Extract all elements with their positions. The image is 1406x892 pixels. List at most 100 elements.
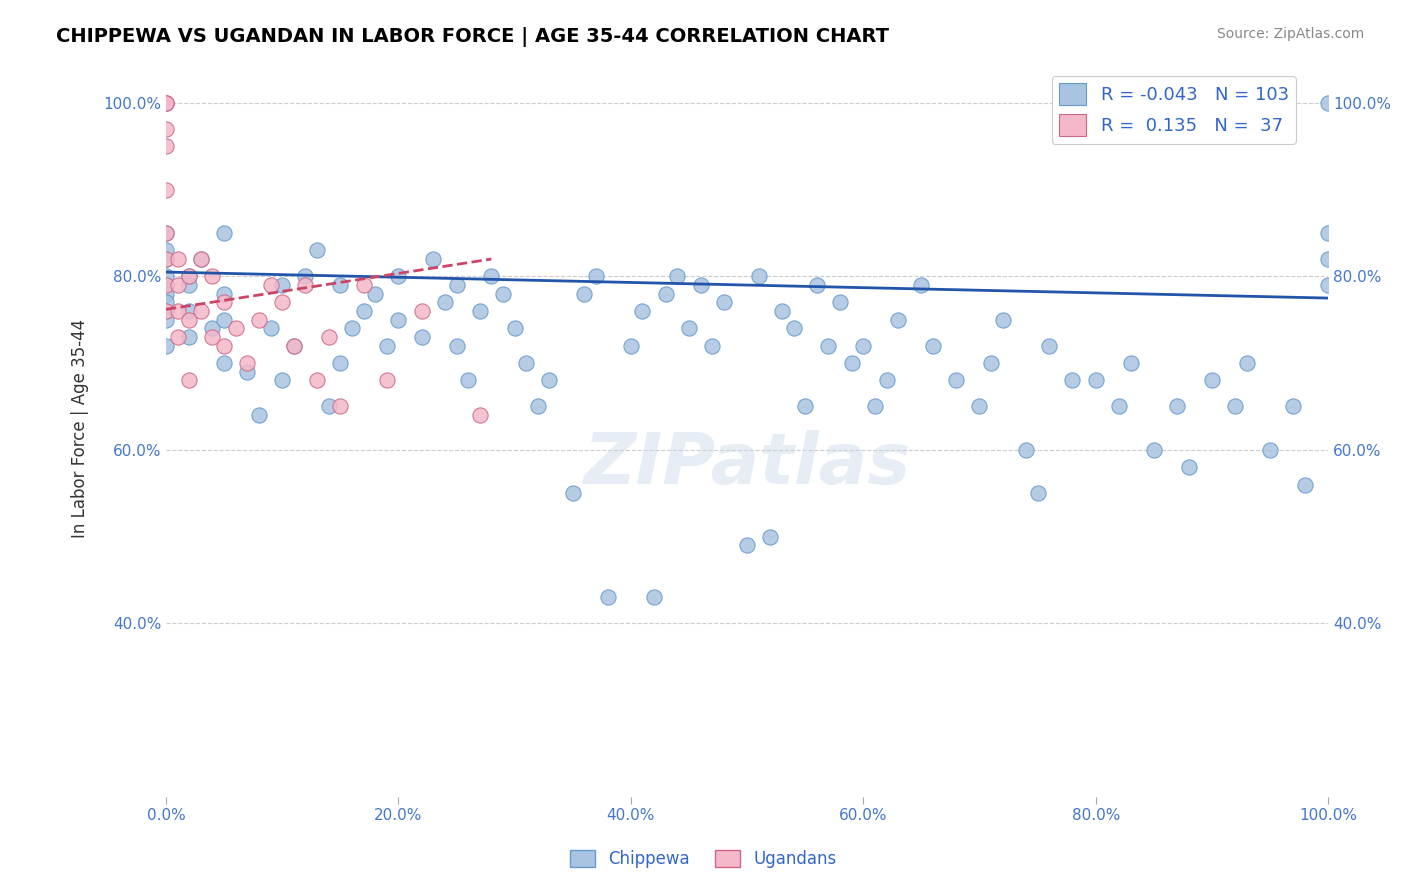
- Ugandans: [166, 252, 188, 266]
- Ugandans: [201, 269, 224, 284]
- Chippewa: [503, 321, 526, 335]
- Ugandans: [155, 226, 177, 240]
- Chippewa: [190, 252, 212, 266]
- Chippewa: [1119, 356, 1142, 370]
- Chippewa: [991, 312, 1014, 326]
- Chippewa: [283, 339, 305, 353]
- Chippewa: [155, 339, 177, 353]
- Ugandans: [179, 312, 201, 326]
- Text: ZIPatlas: ZIPatlas: [583, 431, 911, 500]
- Chippewa: [1223, 400, 1246, 414]
- Chippewa: [980, 356, 1002, 370]
- Chippewa: [561, 486, 583, 500]
- Chippewa: [1108, 400, 1130, 414]
- Ugandans: [271, 295, 294, 310]
- Chippewa: [969, 400, 991, 414]
- Chippewa: [479, 269, 502, 284]
- Chippewa: [212, 356, 235, 370]
- Chippewa: [294, 269, 316, 284]
- Chippewa: [212, 312, 235, 326]
- Ugandans: [247, 312, 270, 326]
- Y-axis label: In Labor Force | Age 35-44: In Labor Force | Age 35-44: [72, 318, 89, 538]
- Ugandans: [353, 278, 375, 293]
- Chippewa: [353, 304, 375, 318]
- Chippewa: [433, 295, 456, 310]
- Chippewa: [910, 278, 932, 293]
- Ugandans: [190, 252, 212, 266]
- Chippewa: [179, 269, 201, 284]
- Chippewa: [155, 269, 177, 284]
- Ugandans: [155, 183, 177, 197]
- Chippewa: [1143, 442, 1166, 457]
- Chippewa: [492, 286, 515, 301]
- Chippewa: [759, 529, 782, 543]
- Chippewa: [1084, 374, 1107, 388]
- Chippewa: [155, 312, 177, 326]
- Ugandans: [201, 330, 224, 344]
- Chippewa: [307, 244, 329, 258]
- Chippewa: [155, 252, 177, 266]
- Chippewa: [155, 304, 177, 318]
- Chippewa: [155, 295, 177, 310]
- Chippewa: [155, 286, 177, 301]
- Chippewa: [1166, 400, 1188, 414]
- Ugandans: [375, 374, 398, 388]
- Ugandans: [155, 95, 177, 110]
- Ugandans: [155, 139, 177, 153]
- Chippewa: [329, 278, 352, 293]
- Ugandans: [307, 374, 329, 388]
- Chippewa: [318, 400, 340, 414]
- Ugandans: [166, 278, 188, 293]
- Chippewa: [538, 374, 561, 388]
- Chippewa: [643, 591, 665, 605]
- Ugandans: [468, 408, 491, 422]
- Chippewa: [1294, 477, 1316, 491]
- Chippewa: [876, 374, 898, 388]
- Chippewa: [748, 269, 770, 284]
- Chippewa: [179, 278, 201, 293]
- Chippewa: [654, 286, 676, 301]
- Chippewa: [806, 278, 828, 293]
- Chippewa: [271, 278, 294, 293]
- Ugandans: [179, 374, 201, 388]
- Chippewa: [689, 278, 711, 293]
- Chippewa: [1317, 95, 1340, 110]
- Ugandans: [283, 339, 305, 353]
- Chippewa: [212, 286, 235, 301]
- Ugandans: [225, 321, 247, 335]
- Chippewa: [1258, 442, 1281, 457]
- Chippewa: [620, 339, 643, 353]
- Chippewa: [329, 356, 352, 370]
- Legend: R = -0.043   N = 103, R =  0.135   N =  37: R = -0.043 N = 103, R = 0.135 N = 37: [1052, 76, 1296, 144]
- Chippewa: [271, 374, 294, 388]
- Chippewa: [375, 339, 398, 353]
- Chippewa: [411, 330, 433, 344]
- Chippewa: [852, 339, 875, 353]
- Ugandans: [212, 339, 235, 353]
- Chippewa: [247, 408, 270, 422]
- Chippewa: [1062, 374, 1084, 388]
- Chippewa: [1015, 442, 1038, 457]
- Chippewa: [631, 304, 654, 318]
- Chippewa: [422, 252, 444, 266]
- Chippewa: [678, 321, 700, 335]
- Chippewa: [527, 400, 550, 414]
- Chippewa: [1236, 356, 1258, 370]
- Text: CHIPPEWA VS UGANDAN IN LABOR FORCE | AGE 35-44 CORRELATION CHART: CHIPPEWA VS UGANDAN IN LABOR FORCE | AGE…: [56, 27, 889, 46]
- Chippewa: [666, 269, 689, 284]
- Chippewa: [702, 339, 724, 353]
- Ugandans: [155, 122, 177, 136]
- Chippewa: [735, 538, 758, 552]
- Ugandans: [259, 278, 281, 293]
- Chippewa: [179, 330, 201, 344]
- Chippewa: [1317, 278, 1340, 293]
- Ugandans: [236, 356, 259, 370]
- Chippewa: [179, 304, 201, 318]
- Chippewa: [457, 374, 479, 388]
- Chippewa: [468, 304, 491, 318]
- Ugandans: [166, 304, 188, 318]
- Ugandans: [329, 400, 352, 414]
- Chippewa: [585, 269, 607, 284]
- Chippewa: [945, 374, 967, 388]
- Chippewa: [387, 269, 409, 284]
